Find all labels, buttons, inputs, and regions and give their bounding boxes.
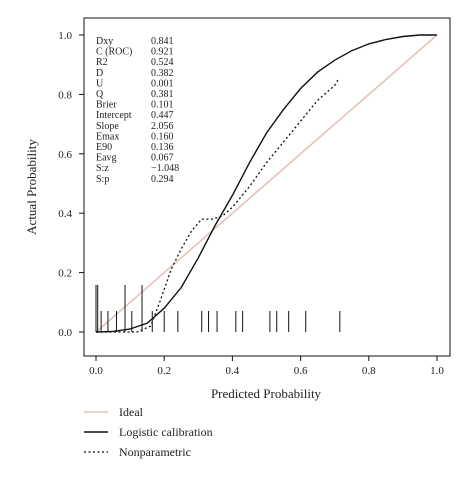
y-tick-label: 0.2 <box>58 268 72 280</box>
stat-value: 0.136 <box>151 142 174 153</box>
stat-value: 0.447 <box>151 110 174 121</box>
x-tick-label: 0.2 <box>157 365 171 377</box>
x-tick-label: 1.0 <box>430 365 444 377</box>
y-tick-label: 0.4 <box>58 208 72 220</box>
stat-name: Dxy <box>96 36 113 47</box>
stat-name: Intercept <box>96 110 132 121</box>
statistics-block: Dxy 0.841 C (ROC) 0.921 R2 0.524 D 0.382 U 0.001 Q… <box>96 36 179 185</box>
stat-name: Q <box>96 89 104 100</box>
y-tick-label: 0.0 <box>58 327 72 339</box>
stat-name: D <box>96 68 103 79</box>
plot-frame <box>83 17 451 357</box>
x-axis-title: Predicted Probability <box>211 386 322 401</box>
stat-value: 0.101 <box>151 100 174 111</box>
stat-value: 2.056 <box>151 121 174 132</box>
stat-name: C (ROC) <box>96 47 132 58</box>
y-tick-label: 0.8 <box>58 89 72 101</box>
legend-label: Nonparametric <box>119 445 191 459</box>
y-axis: 0.0 0.2 0.4 0.6 0.8 1.0 <box>58 30 84 339</box>
stat-value: 0.381 <box>151 89 174 100</box>
legend-label: Logistic calibration <box>119 425 213 439</box>
stat-name: E90 <box>96 142 112 153</box>
stat-name: S:p <box>96 174 109 185</box>
legend: Ideal Logistic calibration Nonparametric <box>84 405 213 459</box>
y-tick-label: 1.0 <box>58 30 72 42</box>
x-tick-label: 0.8 <box>362 365 376 377</box>
series-line-ideal <box>95 34 438 333</box>
stat-name: Slope <box>96 121 119 132</box>
x-axis: 0.0 0.2 0.4 0.6 0.8 1.0 <box>89 356 444 377</box>
stat-value: 0.160 <box>151 131 174 142</box>
stat-name: Brier <box>96 100 117 111</box>
stat-value: 0.382 <box>151 68 174 79</box>
stat-name: Eavg <box>96 153 117 164</box>
stat-name: S:z <box>96 163 109 174</box>
y-tick-label: 0.6 <box>58 149 72 161</box>
stat-name: R2 <box>96 57 108 68</box>
legend-label: Ideal <box>119 405 144 419</box>
y-axis-title: Actual Probability <box>24 139 39 235</box>
stat-value: 0.524 <box>151 57 174 68</box>
stat-value: 0.001 <box>151 78 174 89</box>
stat-name: U <box>96 78 104 89</box>
series-line-nonparametric <box>96 79 339 333</box>
plot-data-layer <box>95 34 438 333</box>
stat-value: 0.841 <box>151 36 174 47</box>
stat-value: 0.294 <box>151 174 174 185</box>
stat-name: Emax <box>96 131 119 142</box>
x-tick-label: 0.6 <box>294 365 308 377</box>
stat-value: 0.067 <box>151 153 174 164</box>
x-tick-label: 0.0 <box>89 365 103 377</box>
x-tick-label: 0.4 <box>226 365 240 377</box>
series-line-logistic-calibration <box>95 34 437 333</box>
stat-value: −1.048 <box>151 163 179 174</box>
stat-value: 0.921 <box>151 47 174 58</box>
